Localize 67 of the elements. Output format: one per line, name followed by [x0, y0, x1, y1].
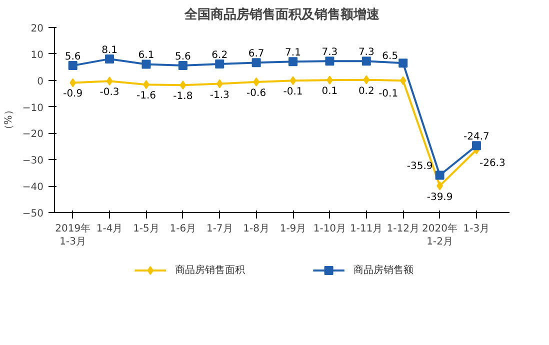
x-tick-label: 1-7月 — [206, 224, 233, 234]
x-tick-label: 1-12月 — [386, 224, 420, 234]
point — [105, 54, 114, 64]
point — [290, 76, 296, 86]
data-label: 5.6 — [64, 52, 81, 63]
data-label: -1.3 — [210, 90, 230, 101]
y-tick-label: −50 — [22, 208, 44, 220]
y-tick-label: −10 — [22, 102, 44, 114]
point — [325, 56, 334, 66]
legend-label: 商品房销售额 — [353, 264, 414, 276]
data-label: -0.3 — [100, 87, 120, 98]
data-label: -0.1 — [378, 88, 398, 100]
x-tick-label: 1-5月 — [133, 224, 160, 234]
y-tick-label: 0 — [37, 76, 44, 88]
x-tick-label: 1-6月 — [170, 224, 196, 234]
x-tick-label: 1-8月 — [243, 224, 270, 234]
data-label: 6.1 — [138, 50, 154, 62]
data-label: -1.8 — [173, 91, 193, 102]
point — [216, 79, 223, 88]
y-tick-label: 20 — [30, 24, 44, 34]
y-axis-title: （%） — [3, 105, 14, 135]
point — [70, 78, 76, 88]
point — [363, 75, 370, 84]
data-label: 6.2 — [212, 50, 228, 61]
point — [180, 80, 186, 90]
point — [398, 58, 408, 68]
x-tick-label: 1-4月 — [96, 224, 123, 234]
point — [252, 58, 261, 68]
x-tick-label: 1-3月 — [463, 224, 490, 234]
chart-title: 全国商品房销售面积及销售额增速 — [184, 6, 380, 22]
data-label: 6.5 — [382, 51, 398, 62]
point — [435, 170, 444, 180]
x-tick-label: 1-10月 — [313, 224, 346, 234]
data-label: 7.1 — [285, 48, 301, 59]
y-tick-label: 10 — [30, 50, 44, 61]
point — [68, 61, 78, 70]
x-tick-label: 1-9月 — [280, 224, 306, 234]
point — [362, 56, 371, 66]
data-label: 0.1 — [322, 86, 338, 98]
point — [472, 141, 481, 150]
data-label: -39.9 — [426, 192, 453, 203]
x-tick-label: 2020年 1-2月 — [422, 222, 458, 248]
data-label: -1.6 — [136, 90, 156, 102]
data-label: 5.6 — [174, 52, 191, 63]
data-label: -24.7 — [464, 132, 490, 143]
point — [288, 57, 298, 66]
point — [178, 61, 188, 70]
data-label: -0.1 — [283, 86, 303, 98]
data-label: -0.6 — [246, 88, 266, 99]
y-tick-label: −20 — [22, 129, 44, 140]
point — [215, 59, 224, 68]
point — [142, 60, 151, 69]
legend-label: 商品房销售面积 — [174, 264, 245, 276]
y-tick-label: −30 — [22, 156, 44, 167]
point — [400, 76, 406, 86]
x-tick-label: 2019年 1-3月 — [55, 222, 91, 248]
y-tick-label: −40 — [22, 182, 44, 194]
data-label: 8.1 — [102, 44, 118, 56]
data-label: 7.3 — [358, 47, 374, 58]
data-label: 6.7 — [248, 48, 264, 60]
point — [106, 76, 113, 86]
data-label: -26.3 — [479, 158, 506, 169]
data-label: -0.9 — [63, 88, 83, 100]
data-label: 7.3 — [322, 47, 338, 58]
data-label: -35.9 — [406, 161, 433, 172]
data-label: 0.2 — [358, 86, 374, 97]
x-tick-label: 1-11月 — [350, 224, 383, 234]
